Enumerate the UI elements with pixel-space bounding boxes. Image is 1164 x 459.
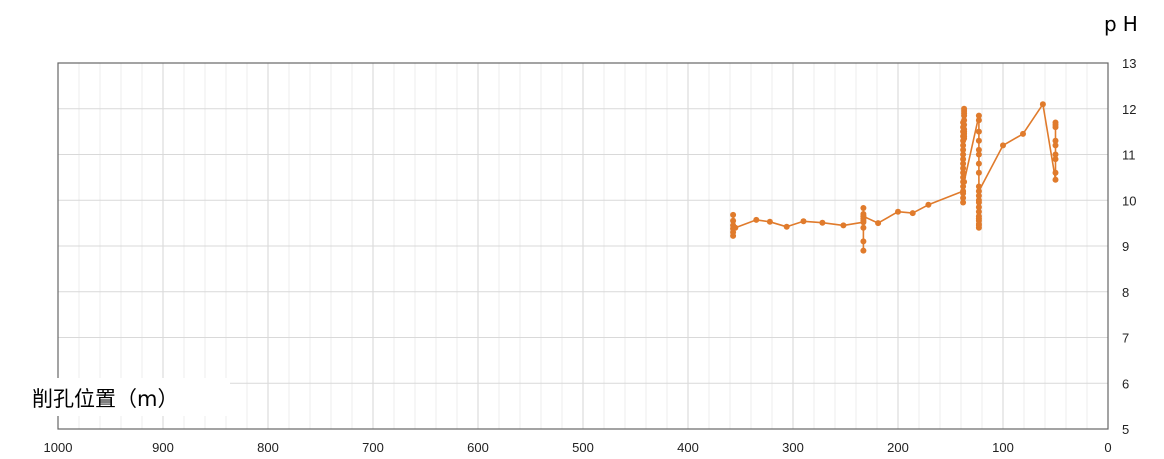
data-point [961,121,968,128]
data-point [975,183,982,190]
data-point [960,142,967,149]
data-point [895,208,901,215]
data-point [960,156,967,163]
x-tick-label: 500 [572,440,594,455]
data-point [975,160,982,167]
data-point [975,112,982,119]
data-point [1052,142,1059,149]
data-point [1052,169,1059,176]
data-point [975,222,982,229]
y-tick-label: 9 [1122,239,1129,254]
data-point [961,112,968,119]
x-tick-label: 100 [992,440,1014,455]
data-point [975,204,982,211]
y-tick-label: 8 [1122,285,1129,300]
data-point [975,192,982,199]
x-tick-label: 700 [362,440,384,455]
data-point [860,238,867,245]
data-point [1052,156,1059,163]
data-point [840,222,847,229]
x-axis-ticks: 1000 900 800 700 600 500 400 300 200 100 0 [44,440,1112,455]
data-point [960,160,967,167]
data-point [860,247,867,254]
data-point [975,128,982,135]
x-tick-label: 400 [677,440,699,455]
data-point [960,174,967,181]
data-point [860,224,867,231]
data-point [925,201,932,208]
data-point [875,220,882,227]
data-point [1000,142,1006,149]
data-point [960,195,967,201]
data-point [960,146,967,153]
data-point [1020,130,1026,137]
series-ph [730,101,1059,254]
data-point [975,151,982,158]
data-point [960,151,967,158]
data-point [819,219,826,226]
grid [57,62,1109,430]
data-point [1039,101,1046,108]
data-point [766,218,773,225]
x-tick-label: 0 [1104,440,1111,455]
data-point [909,210,916,217]
x-tick-label: 900 [152,440,174,455]
x-tick-label: 300 [782,440,804,455]
data-point [730,211,737,218]
y-tick-label: 6 [1122,376,1129,391]
y-tick-label: 13 [1122,56,1136,71]
data-point [960,190,967,197]
data-point [975,208,982,215]
data-point [732,224,739,231]
data-point [961,117,968,124]
x-tick-label: 800 [257,440,279,455]
data-point [1052,121,1059,128]
data-point [960,183,967,190]
data-point [730,217,737,224]
data-point [975,215,982,222]
x-tick-label: 600 [467,440,489,455]
data-point [800,218,807,225]
data-point [961,108,968,114]
data-point [783,223,790,230]
y-axis-label: pH [1104,12,1144,36]
data-point [961,135,968,142]
plot-frame [57,62,1109,430]
data-point [860,213,867,220]
data-point [975,188,982,195]
data-point [975,169,982,176]
y-tick-label: 10 [1122,193,1136,208]
y-tick-label: 11 [1122,148,1136,163]
y-axis-ticks: 5 6 7 8 9 10 11 12 13 [1122,56,1136,437]
x-axis-label-backdrop [24,378,230,416]
data-point [1052,137,1059,144]
data-point [960,199,967,206]
data-point [1052,176,1059,183]
data-point [960,165,967,172]
data-point [753,216,760,223]
x-axis-label: 削孔位置（m） [32,387,178,411]
data-point [975,199,982,206]
data-point [975,137,982,144]
y-axis-label-backdrop [1096,8,1154,38]
data-point [960,169,967,176]
y-tick-label: 5 [1122,422,1129,437]
y-tick-label: 7 [1122,331,1129,346]
data-point [860,205,867,211]
x-tick-label: 1000 [44,440,73,455]
data-point [1052,151,1059,158]
data-point [975,146,982,153]
x-tick-label: 200 [887,440,909,455]
data-point [961,178,968,185]
data-point [975,117,982,124]
y-tick-label: 12 [1122,102,1136,117]
